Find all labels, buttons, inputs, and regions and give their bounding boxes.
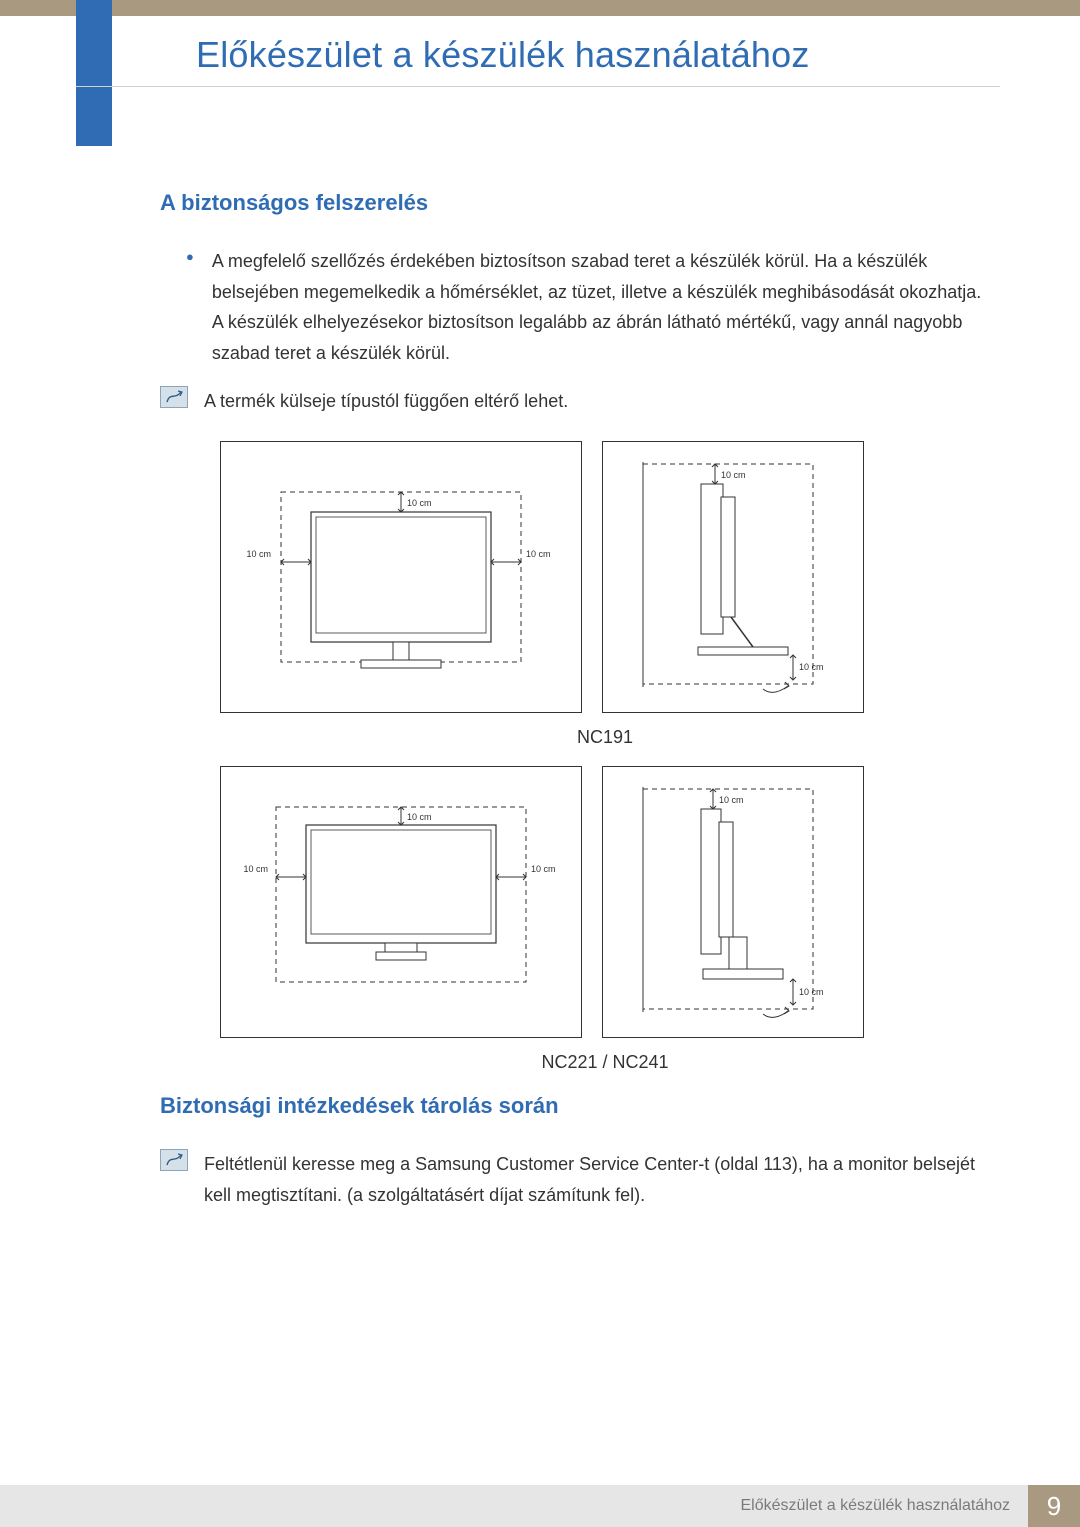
- svg-text:10 cm: 10 cm: [246, 549, 271, 559]
- diagram-nc221-side: 10 cm 10 cm: [602, 766, 864, 1038]
- header-divider: [76, 86, 1000, 87]
- note-row-2: Feltétlenül keresse meg a Samsung Custom…: [160, 1149, 990, 1210]
- bullet-dot-icon: ●: [186, 249, 194, 368]
- svg-text:10 cm: 10 cm: [799, 662, 824, 672]
- bullet-item: ● A megfelelő szellőzés érdekében biztos…: [160, 246, 990, 368]
- svg-text:10 cm: 10 cm: [526, 549, 551, 559]
- section2-heading: Biztonsági intézkedések tárolás során: [160, 1093, 990, 1119]
- diagram-nc221-caption: NC221 / NC241: [220, 1052, 990, 1073]
- diagram-nc191-side: 10 cm 10 cm: [602, 441, 864, 713]
- svg-text:10 cm: 10 cm: [799, 987, 824, 997]
- footer-page-number: 9: [1028, 1485, 1080, 1527]
- left-accent-bar: [76, 0, 112, 146]
- svg-text:10 cm: 10 cm: [719, 795, 744, 805]
- top-accent-bar: [0, 0, 1080, 16]
- note-text: A termék külseje típustól függően eltérő…: [204, 386, 568, 417]
- footer-text: Előkészület a készülék használatához: [0, 1485, 1028, 1527]
- svg-text:10 cm: 10 cm: [721, 470, 746, 480]
- footer: Előkészület a készülék használatához 9: [0, 1485, 1080, 1527]
- page: Előkészület a készülék használatához A b…: [0, 0, 1080, 1527]
- diagram-nc221: 10 cm 10 cm 10 cm: [220, 766, 990, 1073]
- section1-heading: A biztonságos felszerelés: [160, 190, 990, 216]
- svg-text:10 cm: 10 cm: [531, 864, 556, 874]
- diagram-nc191-front: 10 cm 10 cm 10 cm: [220, 441, 582, 713]
- note-row: A termék külseje típustól függően eltérő…: [160, 386, 990, 417]
- content-area: A biztonságos felszerelés ● A megfelelő …: [160, 190, 990, 1234]
- note-icon: [160, 386, 188, 408]
- diagram-nc191-caption: NC191: [220, 727, 990, 748]
- page-title: Előkészület a készülék használatához: [196, 34, 810, 76]
- bullet-text: A megfelelő szellőzés érdekében biztosít…: [212, 246, 990, 368]
- svg-text:10 cm: 10 cm: [243, 864, 268, 874]
- note-icon: [160, 1149, 188, 1171]
- diagram-nc221-front: 10 cm 10 cm 10 cm: [220, 766, 582, 1038]
- diagram-nc191: 10 cm 10 cm 10 cm: [220, 441, 990, 748]
- label-top: 10 cm: [407, 498, 432, 508]
- note-text-2: Feltétlenül keresse meg a Samsung Custom…: [204, 1149, 990, 1210]
- svg-text:10 cm: 10 cm: [407, 812, 432, 822]
